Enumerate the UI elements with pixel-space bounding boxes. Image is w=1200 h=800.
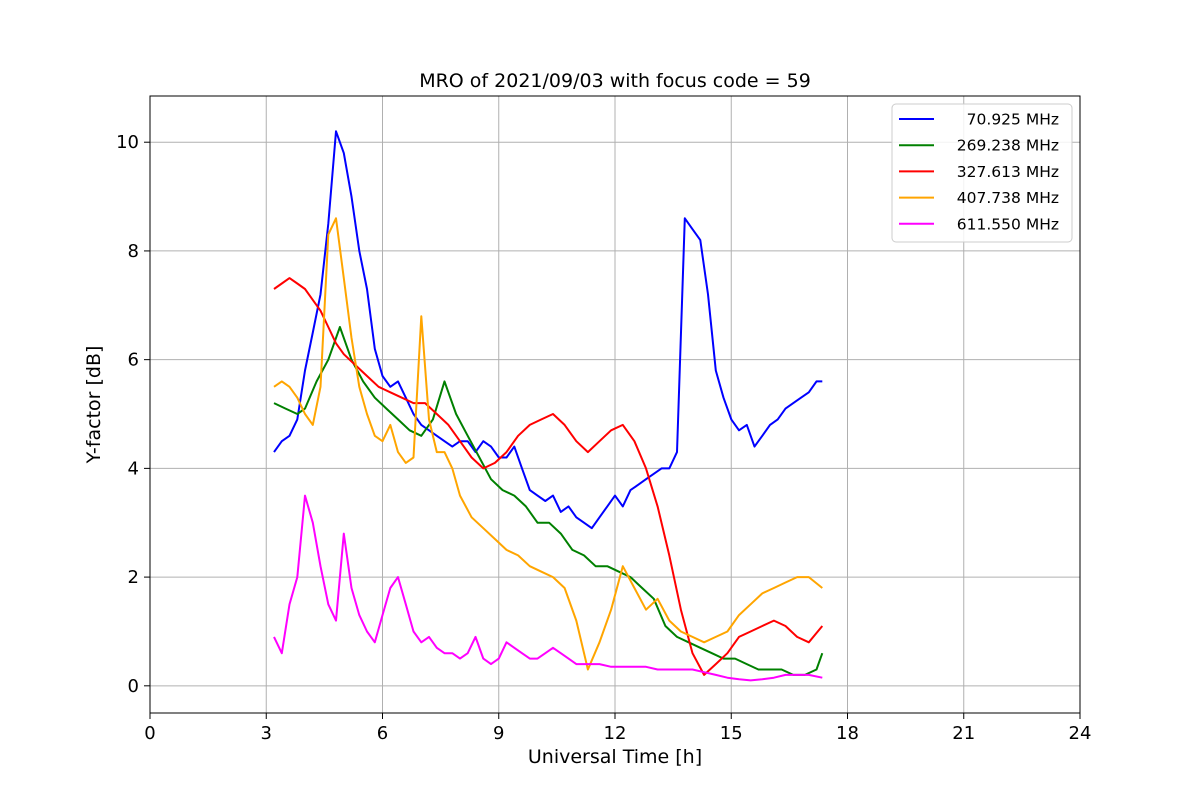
legend-label: 407.738 MHz: [957, 189, 1059, 207]
chart-title: MRO of 2021/09/03 with focus code = 59: [419, 70, 811, 92]
y-tick-label: 10: [116, 132, 139, 153]
legend-label: 70.925 MHz: [967, 111, 1059, 129]
grid: [149, 96, 1081, 713]
series-line: [273, 277, 824, 676]
y-axis: 0 2 4 6 8 10: [116, 132, 150, 697]
x-tick-label: 24: [1069, 723, 1092, 744]
x-tick-label: 18: [836, 723, 859, 744]
x-tick-label: 6: [377, 723, 388, 744]
x-tick-label: 12: [604, 723, 627, 744]
legend-label: 611.550 MHz: [957, 215, 1059, 233]
legend-box: [891, 103, 1073, 243]
series-lines: [273, 130, 824, 682]
x-tick-label: 0: [144, 723, 155, 744]
y-tick-label: 8: [128, 241, 139, 262]
y-tick-label: 0: [128, 676, 139, 697]
x-axis-title: Universal Time [h]: [528, 746, 702, 768]
x-tick-label: 3: [261, 723, 272, 744]
series-line: [273, 326, 824, 676]
legend-label: 269.238 MHz: [957, 137, 1059, 155]
y-tick-label: 6: [128, 350, 139, 371]
series-line: [273, 494, 823, 682]
x-tick-label: 9: [493, 723, 504, 744]
x-axis: 0 3 6 9 12 15 18 21 24: [144, 713, 1091, 744]
series-line: [273, 130, 823, 530]
y-axis-title: Y-factor [dB]: [83, 346, 105, 465]
x-tick-label: 21: [952, 723, 975, 744]
y-tick-label: 4: [128, 458, 139, 479]
legend: 70.925 MHz 269.238 MHz 327.613 MHz 407.738 …: [891, 103, 1073, 243]
y-tick-label: 2: [128, 567, 139, 588]
series-line: [273, 217, 823, 671]
legend-label: 327.613 MHz: [957, 163, 1059, 181]
x-tick-label: 15: [720, 723, 743, 744]
